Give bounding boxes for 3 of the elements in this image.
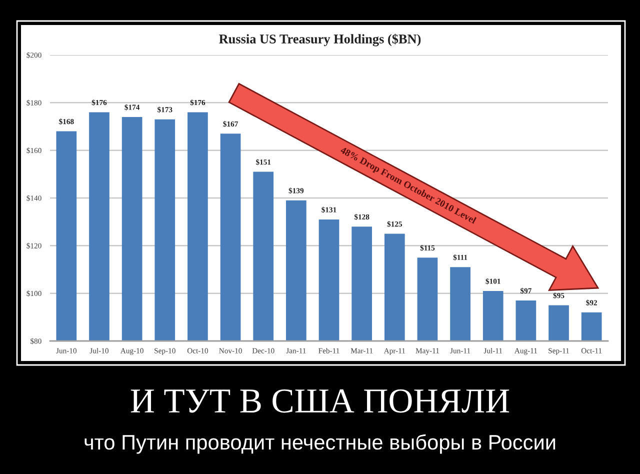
chart-title: Russia US Treasury Holdings ($BN) [219,34,421,46]
text: И ТУТ В США ПОНЯЛИ [130,389,510,413]
text: что Путин проводит нечестные выборы в России [84,434,556,454]
